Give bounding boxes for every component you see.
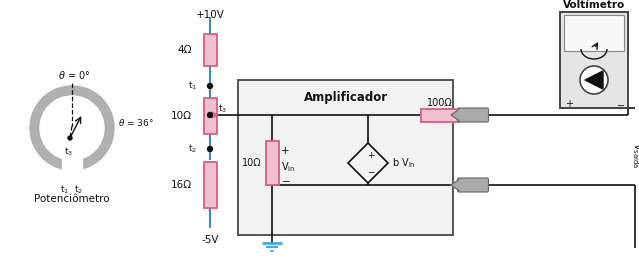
Text: Potenciômetro: Potenciômetro (35, 194, 110, 204)
Circle shape (580, 66, 608, 94)
Polygon shape (451, 109, 459, 120)
Polygon shape (585, 71, 603, 89)
Circle shape (208, 113, 213, 118)
FancyBboxPatch shape (458, 178, 488, 192)
FancyBboxPatch shape (265, 141, 279, 185)
Text: t$_1$: t$_1$ (188, 80, 197, 92)
FancyBboxPatch shape (203, 34, 217, 66)
Text: +: + (565, 99, 573, 109)
Text: $-$: $-$ (367, 166, 375, 176)
Text: t$_2$: t$_2$ (188, 143, 197, 155)
Text: +: + (367, 152, 374, 160)
Text: $\theta$ = 36°: $\theta$ = 36° (118, 118, 154, 128)
Text: $-$: $-$ (617, 99, 626, 109)
Text: 100Ω: 100Ω (427, 98, 453, 108)
Circle shape (30, 86, 114, 170)
FancyBboxPatch shape (238, 80, 453, 235)
Polygon shape (451, 179, 459, 191)
Text: t$_3$: t$_3$ (65, 145, 73, 158)
FancyBboxPatch shape (458, 108, 488, 122)
Text: V$_{\rm saída}$: V$_{\rm saída}$ (630, 142, 639, 168)
Circle shape (68, 136, 72, 140)
Text: -5V: -5V (201, 235, 219, 245)
Text: 16Ω: 16Ω (171, 180, 192, 190)
FancyBboxPatch shape (421, 108, 459, 121)
FancyBboxPatch shape (203, 162, 217, 208)
Text: t$_2$: t$_2$ (75, 184, 84, 197)
FancyBboxPatch shape (62, 159, 82, 179)
Circle shape (208, 146, 213, 152)
Text: +10V: +10V (196, 10, 224, 20)
Circle shape (208, 83, 213, 88)
Text: 10Ω: 10Ω (171, 111, 192, 121)
Text: t$_1$: t$_1$ (61, 184, 70, 197)
FancyBboxPatch shape (564, 15, 624, 51)
FancyBboxPatch shape (203, 98, 217, 134)
Text: +: + (281, 146, 289, 156)
Text: Voltímetro: Voltímetro (563, 0, 625, 10)
Text: t$_3$: t$_3$ (218, 103, 227, 115)
FancyBboxPatch shape (560, 12, 628, 108)
Circle shape (40, 96, 104, 160)
Text: 4Ω: 4Ω (178, 45, 192, 55)
Text: b V$_{\rm in}$: b V$_{\rm in}$ (392, 156, 416, 170)
Text: Amplificador: Amplificador (304, 91, 388, 104)
Text: $\theta$ = 0°: $\theta$ = 0° (58, 69, 90, 81)
Text: 10Ω: 10Ω (242, 158, 262, 168)
Text: V$_{\rm in}$: V$_{\rm in}$ (281, 160, 295, 174)
Text: $-$: $-$ (281, 175, 291, 185)
